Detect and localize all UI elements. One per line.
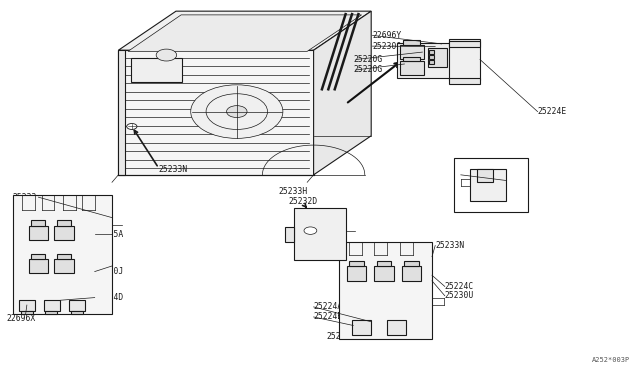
- Bar: [429, 50, 434, 54]
- Bar: [19, 300, 35, 311]
- Bar: [21, 311, 33, 314]
- Text: 25224D: 25224D: [95, 293, 124, 302]
- Bar: [352, 320, 371, 335]
- Text: 25220J: 25220J: [95, 267, 124, 276]
- Bar: [470, 169, 506, 201]
- Bar: [429, 55, 434, 59]
- Text: 25224C: 25224C: [445, 282, 474, 291]
- Bar: [54, 226, 74, 240]
- Bar: [31, 254, 45, 259]
- Circle shape: [304, 227, 317, 234]
- Polygon shape: [128, 15, 362, 51]
- Text: 25233H: 25233H: [278, 187, 308, 196]
- Bar: [29, 259, 48, 273]
- Bar: [429, 60, 434, 64]
- Bar: [449, 41, 480, 46]
- Bar: [404, 261, 419, 266]
- Bar: [347, 266, 366, 281]
- Bar: [29, 226, 48, 240]
- Text: 25233N: 25233N: [159, 165, 188, 174]
- Text: 25220G: 25220G: [353, 55, 383, 64]
- Bar: [69, 300, 85, 311]
- Polygon shape: [118, 11, 371, 50]
- Circle shape: [206, 94, 268, 129]
- Text: 25224B: 25224B: [314, 312, 343, 321]
- Text: 25233N: 25233N: [435, 241, 465, 250]
- Circle shape: [191, 85, 283, 138]
- Text: 25210M: 25210M: [326, 332, 356, 341]
- Bar: [403, 40, 420, 45]
- Circle shape: [156, 49, 177, 61]
- Bar: [13, 195, 112, 314]
- Bar: [403, 57, 420, 61]
- Bar: [285, 227, 294, 242]
- Bar: [454, 158, 528, 212]
- Bar: [387, 320, 406, 335]
- Bar: [400, 45, 424, 59]
- Text: A252*003P: A252*003P: [592, 357, 630, 363]
- Bar: [45, 311, 57, 314]
- Bar: [44, 300, 60, 311]
- Bar: [397, 43, 451, 78]
- Bar: [57, 220, 71, 226]
- Text: 25233E: 25233E: [461, 170, 490, 179]
- Text: 22696Y: 22696Y: [372, 31, 402, 40]
- Bar: [54, 259, 74, 273]
- Bar: [374, 266, 394, 281]
- Circle shape: [127, 124, 137, 129]
- Bar: [428, 48, 447, 67]
- Bar: [57, 254, 71, 259]
- Text: 25232D: 25232D: [288, 197, 317, 206]
- Circle shape: [227, 106, 247, 118]
- Bar: [349, 261, 364, 266]
- Text: 25233: 25233: [13, 193, 37, 202]
- Bar: [377, 261, 391, 266]
- Bar: [294, 208, 346, 260]
- Bar: [71, 311, 83, 314]
- Text: 25230Q: 25230Q: [372, 42, 402, 51]
- Bar: [118, 50, 125, 175]
- Bar: [449, 39, 480, 80]
- Bar: [402, 266, 421, 281]
- Text: 22696X: 22696X: [6, 314, 36, 323]
- Text: 25224A: 25224A: [314, 302, 343, 311]
- Text: 25230U: 25230U: [445, 291, 474, 300]
- Bar: [31, 220, 45, 226]
- Polygon shape: [118, 50, 314, 175]
- Bar: [131, 58, 182, 82]
- Bar: [400, 61, 424, 75]
- Polygon shape: [314, 11, 371, 175]
- Text: 25220G: 25220G: [353, 65, 383, 74]
- Text: 25215A: 25215A: [95, 230, 124, 239]
- Bar: [477, 169, 493, 182]
- Text: 25224E: 25224E: [538, 107, 567, 116]
- Bar: [449, 78, 480, 84]
- Bar: [339, 242, 432, 339]
